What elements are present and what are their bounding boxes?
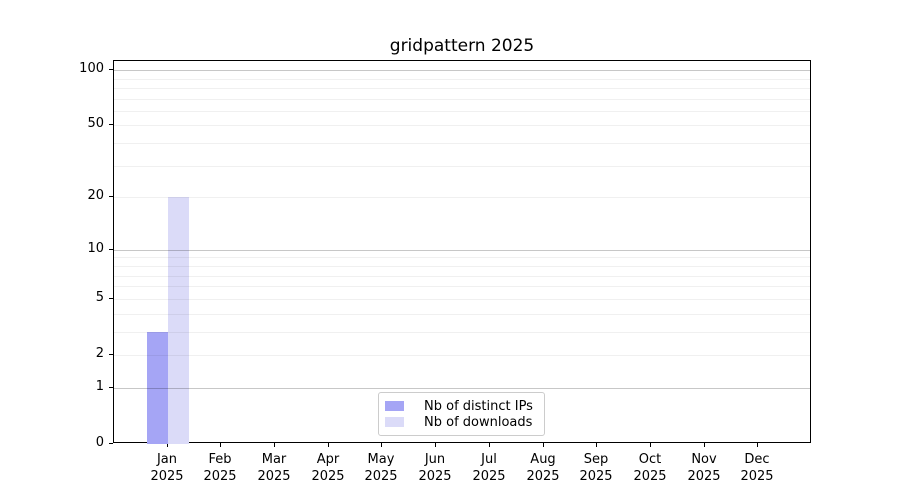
minor-gridline [114, 197, 810, 198]
minor-gridline [114, 355, 810, 356]
x-tick-month: Feb [208, 452, 232, 467]
x-tick-label: Feb 2025 [190, 451, 250, 485]
x-tick-month: Sep [583, 452, 609, 467]
minor-gridline [114, 88, 810, 89]
x-tick-label: Aug 2025 [513, 451, 573, 485]
x-tick-year: 2025 [418, 469, 452, 484]
x-tick-year: 2025 [150, 469, 184, 484]
x-tick-year: 2025 [203, 469, 237, 484]
y-tick-label: 2 [95, 346, 104, 361]
bar-distinct-ips [147, 332, 168, 444]
x-tick-year: 2025 [472, 469, 506, 484]
minor-gridline [114, 299, 810, 300]
x-tick-month: Jun [424, 452, 446, 467]
x-tick-year: 2025 [579, 469, 613, 484]
gridlines-layer [114, 61, 810, 442]
x-tick-year: 2025 [687, 469, 721, 484]
x-tick [704, 443, 705, 447]
x-tick [328, 443, 329, 447]
x-tick-year: 2025 [633, 469, 667, 484]
minor-gridline [114, 276, 810, 277]
x-tick-month: Jan [156, 452, 178, 467]
legend: Nb of distinct IPs Nb of downloads [378, 392, 545, 436]
x-tick [274, 443, 275, 447]
minor-gridline [114, 286, 810, 287]
y-tick-label: 20 [87, 188, 104, 203]
x-tick-label: Jan 2025 [137, 451, 197, 485]
y-tick-label: 10 [87, 241, 104, 256]
x-tick-year: 2025 [364, 469, 398, 484]
minor-gridline [114, 79, 810, 80]
plot-area [113, 60, 811, 444]
legend-swatch [385, 401, 404, 411]
minor-gridline [114, 314, 810, 315]
x-tick-month: Oct [638, 452, 662, 467]
bar-downloads [168, 197, 189, 444]
x-tick-year: 2025 [740, 469, 774, 484]
y-tick-label: 5 [95, 290, 104, 305]
x-tick [220, 443, 221, 447]
x-tick-month: Nov [691, 452, 717, 467]
x-tick-year: 2025 [311, 469, 345, 484]
x-tick-label: Apr 2025 [298, 451, 358, 485]
minor-gridline [114, 266, 810, 267]
minor-gridline [114, 143, 810, 144]
x-tick [435, 443, 436, 447]
x-tick [381, 443, 382, 447]
x-tick-label: May 2025 [351, 451, 411, 485]
y-tick-label: 1 [95, 379, 104, 394]
major-gridline [114, 250, 810, 251]
minor-gridline [114, 332, 810, 333]
chart-title: gridpattern 2025 [389, 36, 535, 56]
x-tick-month: May [367, 452, 395, 467]
x-tick-label: Mar 2025 [244, 451, 304, 485]
minor-gridline [114, 125, 810, 126]
x-tick-label: Oct 2025 [620, 451, 680, 485]
minor-gridline [114, 99, 810, 100]
x-tick-label: Jul 2025 [459, 451, 519, 485]
x-tick-month: Mar [261, 452, 287, 467]
minor-gridline [114, 166, 810, 167]
x-tick [543, 443, 544, 447]
x-tick-label: Sep 2025 [566, 451, 626, 485]
major-gridline [114, 388, 810, 389]
x-tick [489, 443, 490, 447]
x-tick [650, 443, 651, 447]
bars-layer [114, 61, 810, 444]
legend-label: Nb of distinct IPs [424, 398, 533, 414]
x-tick-year: 2025 [526, 469, 560, 484]
x-tick-month: Dec [744, 452, 770, 467]
x-tick-label: Jun 2025 [405, 451, 465, 485]
y-tick [109, 443, 113, 444]
x-tick-label: Dec 2025 [727, 451, 787, 485]
legend-item: Nb of downloads [385, 414, 544, 430]
y-tick-label: 100 [79, 61, 104, 76]
x-tick-label: Nov 2025 [674, 451, 734, 485]
legend-label: Nb of downloads [424, 414, 533, 430]
x-tick-year: 2025 [257, 469, 291, 484]
x-tick-month: Apr [316, 452, 340, 467]
legend-item: Nb of distinct IPs [385, 398, 544, 414]
legend-swatch [385, 417, 404, 427]
y-tick-label: 50 [87, 116, 104, 131]
x-tick [757, 443, 758, 447]
major-gridline [114, 70, 810, 71]
x-tick-month: Aug [530, 452, 556, 467]
x-tick [596, 443, 597, 447]
x-tick-month: Jul [481, 452, 497, 467]
minor-gridline [114, 257, 810, 258]
y-tick-label: 0 [95, 435, 104, 450]
minor-gridline [114, 111, 810, 112]
